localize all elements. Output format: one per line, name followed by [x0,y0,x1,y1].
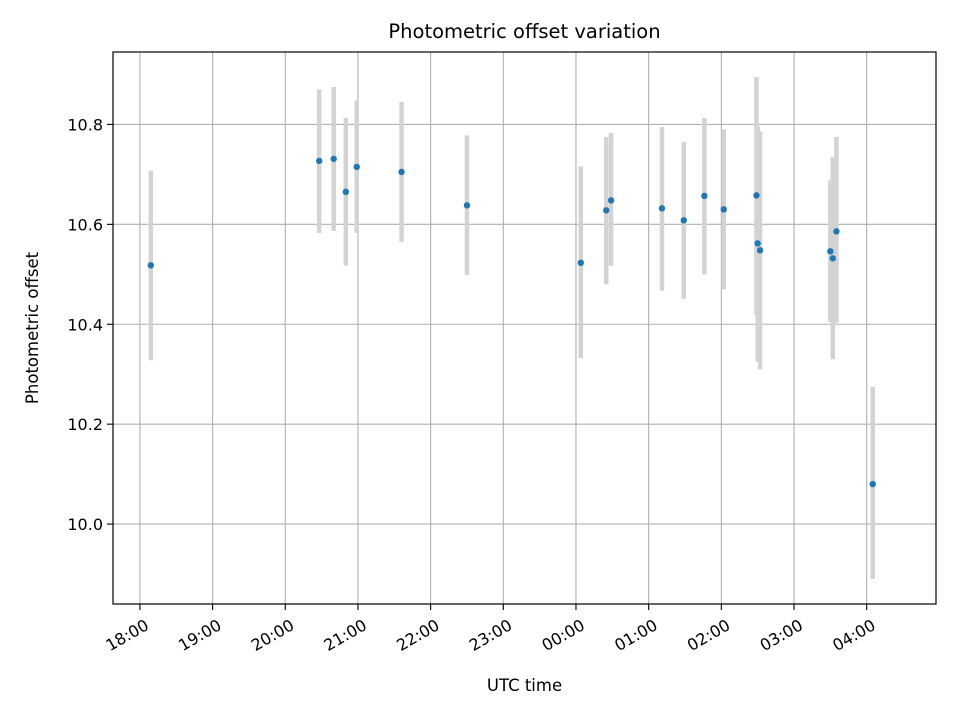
data-point [701,192,708,200]
data-point [827,248,834,255]
data-point [829,255,836,262]
data-point [147,262,155,269]
x-axis-label: UTC time [487,676,562,695]
data-point [463,202,471,209]
data-point [330,155,337,163]
data-points [147,155,876,488]
y-tick-label: 10.8 [67,115,103,134]
data-point [353,163,360,171]
y-tick-label: 10.2 [67,415,103,434]
data-point [680,217,687,224]
data-point [607,197,615,204]
data-point [753,192,760,199]
data-point [720,206,727,213]
y-tick-label: 10.6 [67,215,103,234]
data-point [342,188,350,196]
y-tick-label: 10.4 [67,315,103,334]
data-point [577,259,585,267]
grid [113,52,936,604]
y-tick-label: 10.0 [67,515,103,534]
data-point [315,157,323,165]
data-point [398,168,405,176]
data-point [756,247,764,254]
chart-title: Photometric offset variation [388,20,660,43]
data-point [833,228,840,235]
plot-frame [112,51,937,605]
data-point [658,205,666,212]
y-axis-label: Photometric offset [23,251,42,404]
data-point [603,207,610,214]
data-point [754,240,761,247]
data-point [869,480,876,488]
